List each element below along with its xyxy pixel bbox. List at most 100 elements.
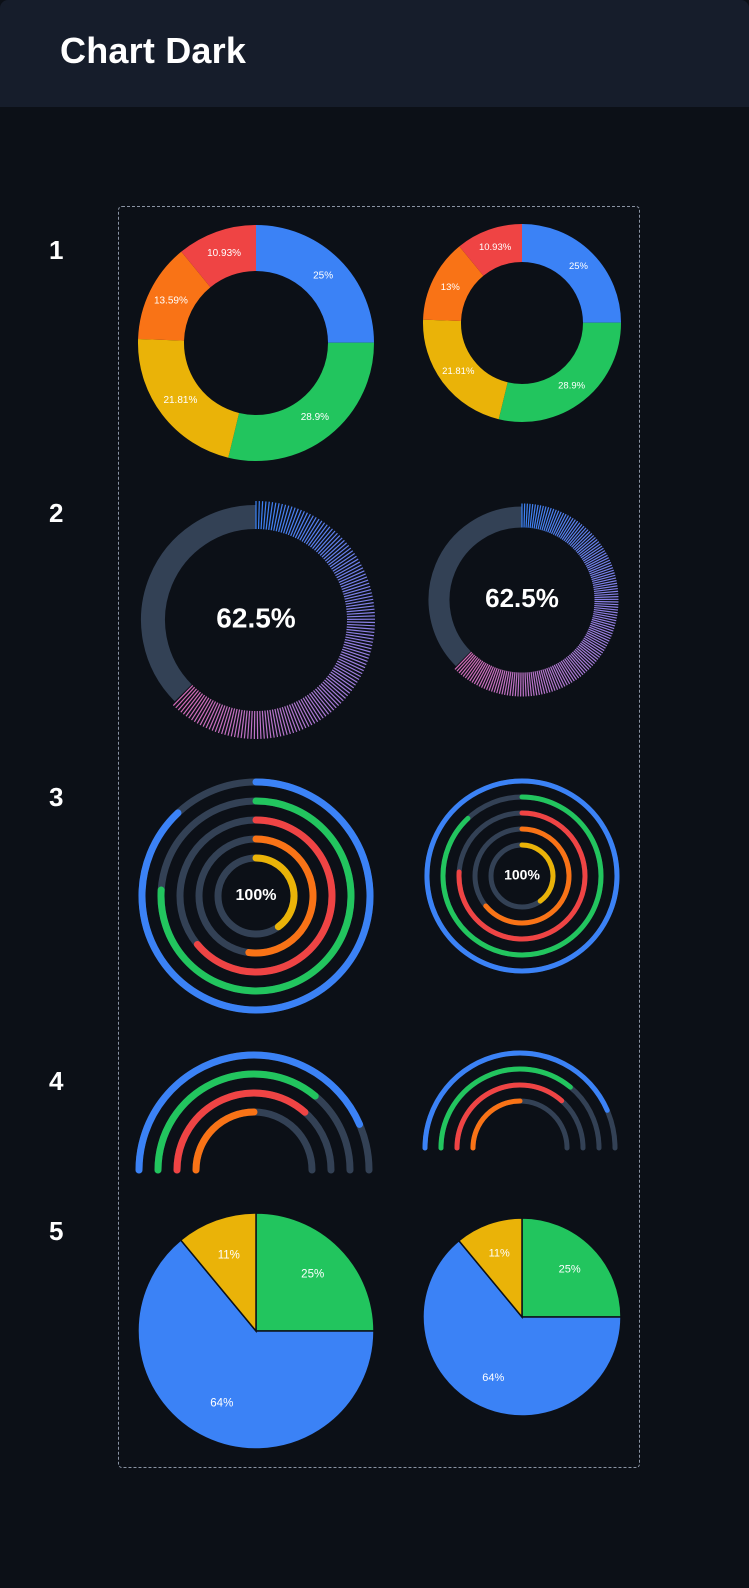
gauge-tick (464, 658, 480, 679)
gauge-tick (343, 589, 372, 598)
row-label-5: 5 (49, 1216, 64, 1246)
gauge-tick (243, 710, 248, 739)
gauge-tick (528, 672, 533, 697)
pie-slice (457, 1217, 523, 1320)
gauge-tick (592, 580, 617, 587)
gauge-tick (460, 655, 477, 676)
row-label-3: 3 (49, 782, 64, 812)
radial-small: 100% (424, 778, 620, 974)
radial-bar (440, 794, 604, 958)
gauge-tick (339, 655, 366, 669)
gauge-tick (579, 541, 600, 557)
gauge-tick (317, 532, 338, 555)
gauge-tick (509, 671, 514, 696)
gauge-value-label: 62.5% (216, 602, 295, 633)
gauge-tick (592, 577, 617, 585)
gauge-tick (567, 655, 584, 676)
gauge-tick (345, 602, 374, 608)
gauge-tick (341, 579, 369, 591)
semi-large (135, 1051, 373, 1174)
slice-label: 28.9% (301, 412, 329, 423)
gauge-tick (205, 702, 219, 729)
gauge-tick (466, 659, 482, 680)
radial-bar (138, 778, 374, 1014)
gauge-tick (496, 669, 504, 694)
gauge-tick (588, 626, 612, 637)
radial-center-label: 100% (236, 887, 277, 904)
gauge-tick (315, 530, 336, 553)
gauge-tick (307, 522, 326, 546)
gauge-tick (300, 698, 316, 724)
gauge-tick (548, 667, 559, 690)
gauge-tick (336, 564, 362, 579)
gauge-tick (338, 658, 364, 672)
gauge-tick (573, 650, 592, 668)
gauge-tick (554, 513, 567, 536)
gauge-tick (566, 523, 583, 544)
gauge-tick (587, 630, 610, 642)
pie-slice (179, 1212, 257, 1334)
page-header: Chart Dark (0, 0, 749, 107)
gauge-tick (594, 604, 619, 608)
gauge-tick (291, 703, 304, 730)
gauge-tick (319, 535, 341, 556)
gauge-tick (514, 672, 518, 697)
gauge-tick (346, 631, 375, 637)
gauge-tick (570, 653, 588, 672)
gauge-tick (493, 669, 502, 693)
gauge-tick (342, 646, 370, 656)
radial-bar (483, 826, 572, 926)
donut-slice (228, 341, 375, 461)
gauge-tick (593, 608, 618, 614)
gauge-tick (211, 704, 224, 731)
gauge-tick (260, 501, 264, 530)
gauge-tick (579, 642, 601, 658)
gauge-tick (279, 707, 288, 735)
gauge-tick (266, 710, 272, 739)
gauge-tick (524, 672, 527, 697)
gauge-tick (591, 620, 615, 630)
slice-label: 25% (301, 1268, 324, 1280)
gauge-tick (511, 672, 516, 697)
gauge-tick (583, 550, 606, 564)
gauge-track (141, 505, 257, 702)
gauge-tick (276, 708, 285, 736)
gauge-tick (346, 628, 375, 634)
gauge-tick (335, 662, 361, 678)
gauge-tick (339, 573, 366, 586)
gauge-small: 62.5% (428, 503, 619, 697)
gauge-tick (312, 526, 331, 550)
gauge-tick (322, 681, 344, 702)
gauge-large: 62.5% (141, 501, 376, 739)
slice-label: 10.93% (479, 242, 512, 253)
gauge-tick (343, 585, 371, 595)
gauge-tick (310, 524, 328, 548)
gauge-tick (580, 543, 601, 559)
gauge-tick (177, 688, 197, 711)
gauge-tick (281, 706, 291, 735)
gauge-tick (269, 709, 275, 738)
gauge-tick (588, 562, 612, 573)
gauge-tick (547, 509, 557, 533)
gauge-tick (287, 508, 299, 536)
gauge-tick (346, 605, 375, 610)
gauge-tick (259, 710, 262, 739)
slice-label: 25% (313, 270, 333, 281)
gauge-tick (582, 639, 604, 654)
gauge-tick (321, 537, 343, 558)
gauge-tick (180, 690, 199, 713)
gauge-tick (456, 653, 474, 672)
gauge-tick (326, 544, 350, 564)
gauge-tick (594, 602, 619, 606)
gauge-tick (318, 685, 340, 707)
slice-label: 13% (441, 282, 461, 293)
gauge-tick (344, 638, 373, 647)
radial-bar (252, 854, 298, 931)
slice-label: 21.81% (442, 366, 475, 377)
semi-track (470, 1098, 570, 1151)
gauge-tick (331, 552, 355, 570)
gauge-tick (261, 710, 265, 739)
gauge-tick (550, 511, 562, 535)
gauge-tick (309, 693, 327, 717)
